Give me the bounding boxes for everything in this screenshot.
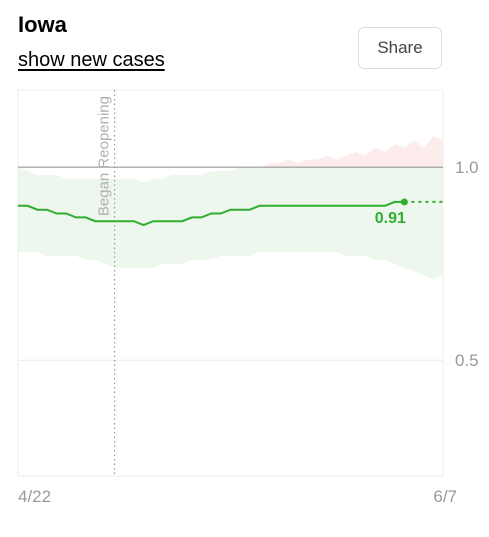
show-new-cases-link[interactable]: show new cases xyxy=(18,49,165,71)
confidence-band-above xyxy=(259,136,443,168)
confidence-bands xyxy=(18,136,443,280)
current-value-label: 0.91 xyxy=(375,210,406,227)
x-end-label: 6/7 xyxy=(433,487,457,506)
x-start-label: 4/22 xyxy=(18,487,51,506)
share-button[interactable]: Share xyxy=(358,27,442,69)
series-line xyxy=(18,200,405,227)
y-tick-label: 0.5 xyxy=(455,351,479,370)
confidence-band-below xyxy=(18,167,443,280)
y-tick-label: 1.0 xyxy=(455,158,479,177)
reopening-label: Began Reopening xyxy=(96,96,113,216)
rt-series xyxy=(18,198,443,227)
y-tick-labels: 1.0 0.5 xyxy=(455,158,479,370)
state-title: Iowa xyxy=(18,12,67,37)
current-point xyxy=(400,198,408,206)
gridlines xyxy=(17,89,444,477)
